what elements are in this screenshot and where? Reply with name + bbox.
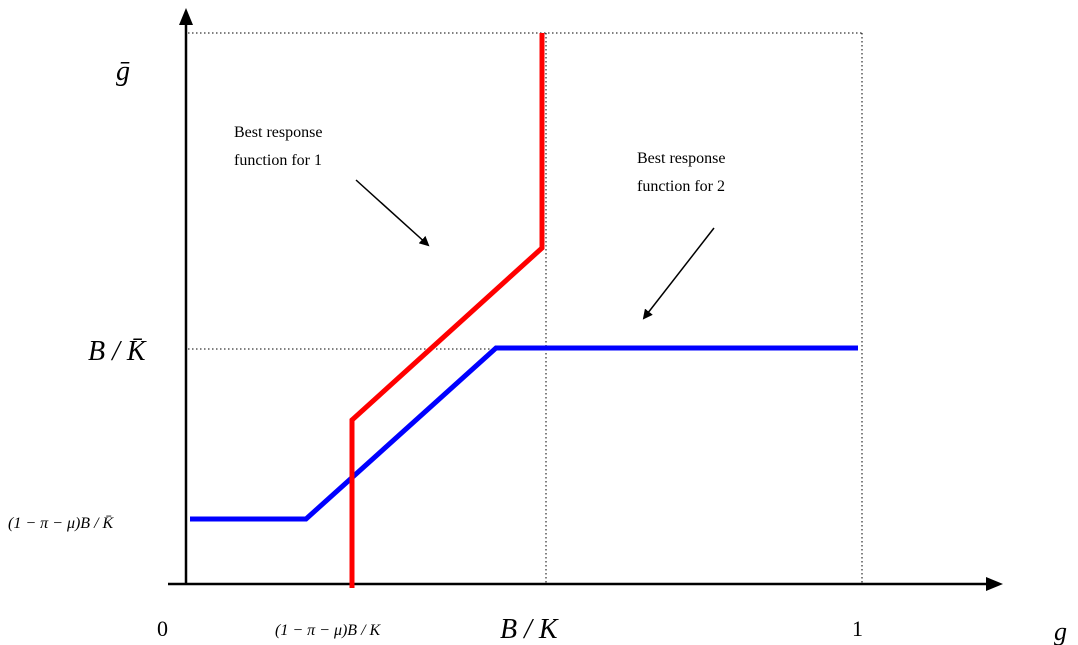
- best-response-2-curve: [190, 345, 858, 522]
- annotation-arrow-1-icon: [355, 179, 430, 247]
- y-tick-bkbar: B / K̄: [88, 336, 147, 367]
- x-tick-low: (1 − π − μ)B / K: [275, 622, 382, 639]
- annotation-1-line-1: Best response: [234, 124, 322, 141]
- annotation-2-line-1: Best response: [637, 150, 725, 167]
- y-tick-low: (1 − π − μ)B / K̄: [8, 515, 115, 532]
- annotation-arrow-2-icon: [642, 227, 715, 320]
- annotation-2-line-2: function for 2: [637, 178, 725, 195]
- best-response-1-curve: [349, 33, 545, 588]
- y-axis-label: ḡ: [116, 56, 130, 87]
- x-tick-bk: B / K: [500, 614, 559, 645]
- x-tick-0: 0: [157, 616, 168, 641]
- axes: [168, 8, 1003, 591]
- guide-lines: [188, 32, 863, 584]
- y-axis-arrow-icon: [179, 8, 193, 25]
- x-axis-arrow-icon: [986, 577, 1003, 591]
- annotation-1-line-2: function for 1: [234, 152, 322, 169]
- x-tick-1: 1: [852, 616, 863, 641]
- x-axis-label: g: [1054, 617, 1067, 645]
